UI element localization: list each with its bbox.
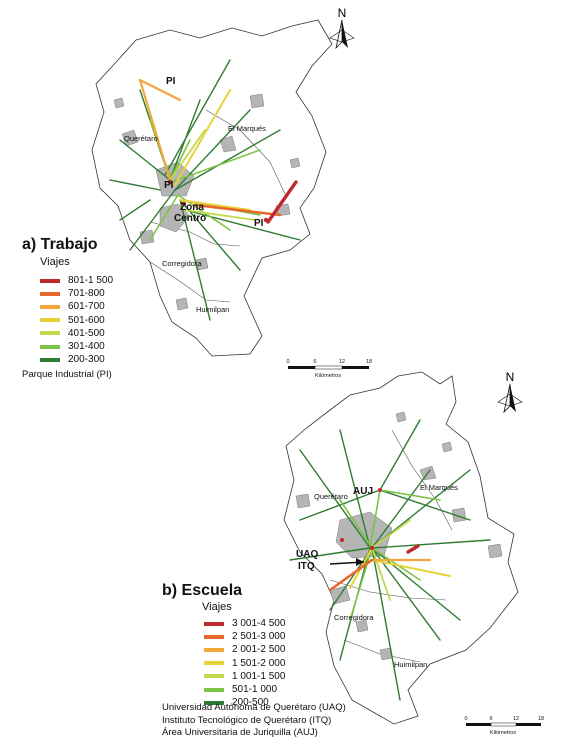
map-b-scale-tick-12: 12 (513, 716, 519, 722)
map-b: N Querétaro El Marqués Corregidora Huimi… (283, 370, 544, 736)
map-b-legend-swatch (204, 661, 224, 666)
map-a-urban-areas (113, 93, 301, 311)
legend-b: b) Escuela Viajes 3 001-4 500 2 501-3 000… (162, 582, 285, 709)
map-b-legend-label: 2 501-3 000 (232, 631, 286, 643)
label-uaq: UAQ (296, 549, 318, 560)
label-itq: ITQ (298, 561, 315, 572)
label-el-marques-b: El Marqués (420, 483, 458, 492)
map-a-legend-label: 801-1 500 (68, 275, 114, 287)
map-a-scale-unit: Kilómetros (315, 373, 341, 379)
map-b-scale-bar: 0 6 12 18 Kilómetros (464, 716, 544, 736)
map-b-boundary (283, 371, 519, 725)
legend-b-title: b) Escuela (162, 582, 243, 599)
label-corregidora-b: Corregidora (334, 613, 374, 622)
map-a-legend-item: 301-400 (40, 340, 113, 353)
map-b-scale-unit: Kilómetros (490, 730, 516, 736)
map-a-scale-bar: 0 6 12 18 Kilómetros (286, 359, 372, 379)
legend-a-rows: 801-1 500 701-800 601-700 501-600 401-500 301… (40, 274, 113, 366)
map-a-legend-swatch (40, 357, 60, 362)
map-b-legend-label: 200-500 (232, 697, 269, 709)
legend-a: a) Trabajo Viajes 801-1 500 701-800 601-70… (22, 236, 113, 380)
map-b-legend-item: 2 501-3 000 (204, 630, 285, 643)
label-el-marques-a: El Marqués (228, 124, 266, 133)
map-a-origin-points (167, 179, 269, 223)
legend-a-note: Parque Industrial (PI) (22, 369, 112, 381)
map-b-scale-tick-0: 0 (464, 716, 467, 722)
map-a-legend-item: 801-1 500 (40, 274, 113, 287)
map-a-legend-swatch (40, 331, 60, 336)
map-b-legend-item: 1 501-2 000 (204, 657, 285, 670)
map-a-legend-item: 501-600 (40, 314, 113, 327)
map-a-legend-swatch (40, 318, 60, 323)
label-huimilpan-a: Huimilpan (196, 305, 229, 314)
legend-b-note-auj: Área Universitaria de Juriquilla (AUJ) (162, 727, 318, 738)
map-a-legend-label: 401-500 (68, 327, 105, 339)
map-a-scale-tick-18: 18 (366, 359, 372, 365)
map-a-scale-tick-12: 12 (339, 359, 345, 365)
map-b-flows (289, 419, 491, 701)
label-pi-1: PI (166, 76, 176, 87)
map-b-legend-swatch (204, 687, 224, 692)
map-b-legend-item: 3 001-4 500 (204, 617, 285, 630)
map-b-scale-tick-6: 6 (489, 716, 492, 722)
legend-b-subtitle: Viajes (202, 601, 232, 613)
map-b-legend-label: 2 001-2 500 (232, 644, 286, 656)
label-huimilpan-b: Huimilpan (394, 660, 427, 669)
map-a-legend-label: 501-600 (68, 314, 105, 326)
legend-a-title: a) Trabajo (22, 236, 98, 253)
map-b-north-label: N (506, 370, 515, 384)
label-queretaro-b: Querétaro (314, 492, 348, 501)
map-a-legend-swatch (40, 291, 60, 296)
map-b-legend-item: 1 001-1 500 (204, 670, 285, 683)
map-a-scale-tick-0: 0 (286, 359, 289, 365)
map-b-legend-swatch (204, 634, 224, 639)
map-b-legend-item: 200-500 (204, 696, 285, 709)
map-a-legend-label: 601-700 (68, 301, 105, 313)
map-b-legend-swatch (204, 700, 224, 705)
map-a-legend-swatch (40, 278, 60, 283)
map-b-legend-swatch (204, 647, 224, 652)
map-a-legend-label: 701-800 (68, 288, 105, 300)
label-pi-2: PI (164, 180, 174, 191)
map-b-legend-label: 1 001-1 500 (232, 670, 286, 682)
label-corregidora-a: Corregidora (162, 259, 202, 268)
map-b-origin-points (340, 488, 382, 551)
legend-b-rows: 3 001-4 500 2 501-3 000 2 001-2 500 1 501-2… (204, 617, 285, 709)
map-b-legend-item: 501-1 000 (204, 683, 285, 696)
map-a-legend-item: 401-500 (40, 327, 113, 340)
legend-b-notes: Universidad Autónoma de Querétaro (UAQ) … (162, 702, 346, 740)
map-a-legend-label: 200-300 (68, 354, 105, 366)
map-a-north-label: N (338, 6, 347, 20)
map-a-legend-item: 601-700 (40, 300, 113, 313)
north-arrow-icon (329, 19, 355, 50)
map-a-legend-swatch (40, 304, 60, 309)
label-zona-centro: Zona Centro (174, 202, 206, 224)
map-a: N Querétaro El Marqués Corregidora Huimi… (91, 6, 372, 379)
map-a-scale-tick-6: 6 (313, 359, 316, 365)
label-queretaro-a: Querétaro (124, 134, 158, 143)
map-a-boundary (91, 19, 333, 357)
map-a-legend-item: 701-800 (40, 287, 113, 300)
map-b-legend-label: 1 501-2 000 (232, 657, 286, 669)
uaq-itq-pointer-arrow (329, 558, 365, 566)
map-b-legend-item: 2 001-2 500 (204, 643, 285, 656)
map-b-legend-swatch (204, 621, 224, 626)
north-arrow-icon (497, 383, 523, 414)
map-b-legend-swatch (204, 674, 224, 679)
legend-a-subtitle: Viajes (40, 256, 70, 268)
map-a-legend-swatch (40, 344, 60, 349)
map-b-scale-tick-18: 18 (538, 716, 544, 722)
label-pi-3: PI (254, 218, 264, 229)
map-b-legend-label: 501-1 000 (232, 684, 278, 696)
legend-b-note-uaq: Universidad Autónoma de Querétaro (UAQ) (162, 702, 346, 713)
map-a-legend-item: 200-300 (40, 353, 113, 366)
map-b-legend-label: 3 001-4 500 (232, 618, 286, 630)
map-a-legend-label: 301-400 (68, 341, 105, 353)
map-a-flows (109, 59, 301, 321)
label-auj: AUJ (353, 486, 373, 497)
legend-b-note-itq: Instituto Tecnológico de Querétaro (ITQ) (162, 714, 332, 726)
